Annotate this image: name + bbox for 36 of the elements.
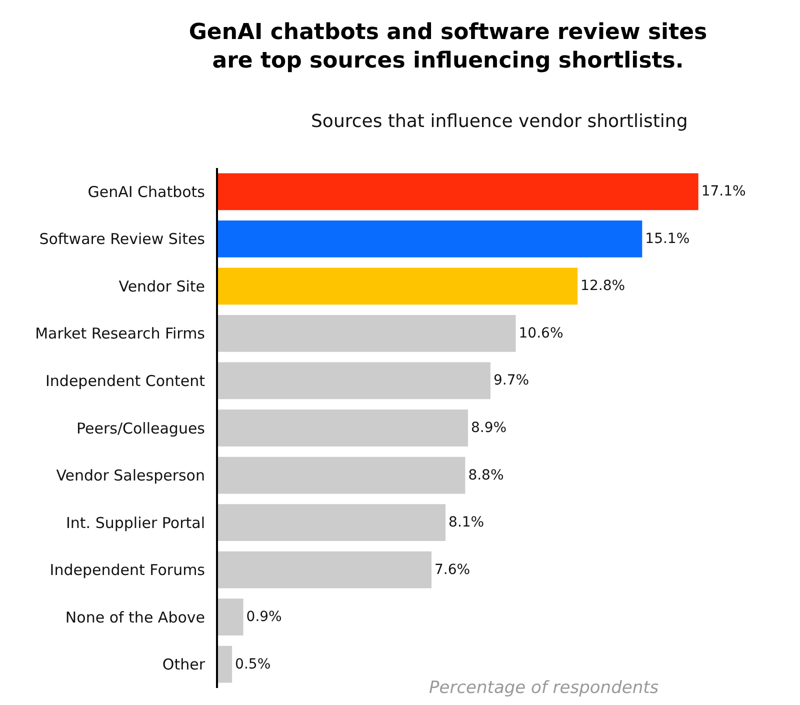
y-tick-label: Peers/Colleagues xyxy=(76,419,206,438)
data-label: 7.6% xyxy=(434,562,470,578)
bar xyxy=(218,598,244,636)
data-label: 0.9% xyxy=(246,609,282,626)
y-tick-label: Vendor Salesperson xyxy=(56,466,205,485)
y-tick-label: Independent Forums xyxy=(50,561,206,580)
data-label: 8.1% xyxy=(448,514,484,531)
y-tick-label: Market Research Firms xyxy=(35,324,206,343)
data-label: 15.1% xyxy=(645,230,690,247)
y-tick-label: Software Review Sites xyxy=(39,230,206,248)
y-tick-label: None of the Above xyxy=(65,608,205,626)
bar xyxy=(218,504,446,541)
data-label: 0.5% xyxy=(235,656,271,672)
data-label: 17.1% xyxy=(701,184,746,200)
x-axis-title: Percentage of respondents xyxy=(429,678,659,698)
y-tick-label: Int. Supplier Portal xyxy=(66,514,205,532)
bar xyxy=(218,220,642,258)
bar xyxy=(218,315,516,352)
bar xyxy=(218,362,490,400)
bar xyxy=(218,646,232,683)
bar xyxy=(218,173,698,210)
y-tick-label: Vendor Site xyxy=(118,277,205,296)
data-label: 8.8% xyxy=(468,467,504,484)
chart-subtitle: Sources that influence vendor shortlisting xyxy=(311,111,688,132)
bar xyxy=(218,410,468,446)
data-label: 8.9% xyxy=(471,420,507,436)
bar xyxy=(218,456,466,494)
chart-title: GenAI chatbots and software review sites are top sources influencing shortlists. xyxy=(188,20,708,74)
data-label: 9.7% xyxy=(493,372,530,389)
bar xyxy=(218,268,578,305)
data-label: 10.6% xyxy=(518,325,564,342)
data-label: 12.8% xyxy=(580,278,626,294)
y-tick-label: Independent Content xyxy=(46,372,206,390)
y-tick-label: Other xyxy=(162,656,206,674)
y-tick-label: GenAI Chatbots xyxy=(88,182,206,201)
bar xyxy=(218,551,432,588)
